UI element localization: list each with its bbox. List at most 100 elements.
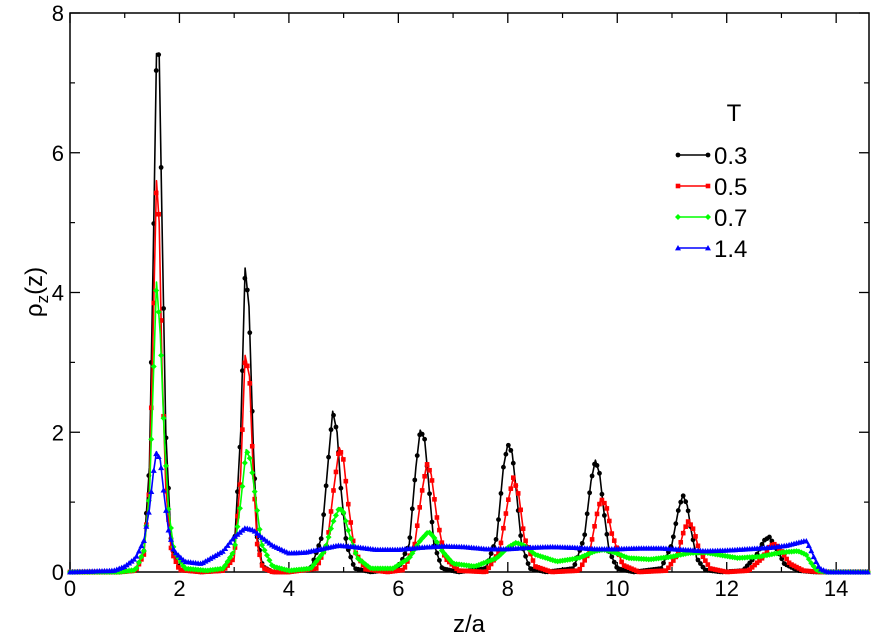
data-point (412, 541, 418, 547)
data-point (224, 542, 231, 548)
data-point (168, 545, 174, 551)
data-point (813, 558, 820, 565)
data-point (717, 568, 723, 573)
data-point (459, 568, 464, 574)
data-point (155, 308, 162, 315)
data-point (805, 556, 812, 563)
data-point (259, 563, 265, 568)
data-point (752, 562, 757, 568)
data-point (158, 165, 164, 170)
data-point (140, 548, 147, 555)
data-point (668, 561, 674, 567)
data-point (594, 511, 600, 517)
data-point (173, 559, 179, 565)
data-point (212, 552, 219, 558)
data-point (550, 569, 555, 575)
data-point (279, 569, 285, 575)
data-point (619, 559, 624, 565)
data-point (434, 550, 440, 556)
data-point (646, 569, 652, 574)
data-point (199, 559, 206, 566)
data-point (170, 545, 177, 552)
data-point (145, 509, 152, 515)
x-tick-label: 6 (392, 576, 404, 601)
data-point (429, 478, 435, 483)
data-point (722, 569, 728, 574)
data-point (318, 536, 324, 542)
data-point (172, 549, 179, 556)
legend-entry: 0.7 (675, 205, 747, 232)
data-point (806, 568, 812, 574)
data-point (673, 521, 679, 527)
y-axis-title-sub: z (33, 295, 52, 304)
data-point (520, 526, 526, 531)
data-point (222, 545, 229, 551)
data-point (158, 318, 164, 323)
data-point (572, 562, 578, 567)
data-point (204, 556, 211, 563)
data-point (474, 569, 479, 574)
data-point (508, 447, 514, 453)
data-point (131, 556, 138, 562)
data-point (395, 568, 400, 574)
data-point (587, 490, 593, 496)
data-point (256, 526, 263, 533)
data-point (641, 569, 647, 575)
data-point (382, 569, 388, 575)
data-point (121, 563, 128, 570)
data-point (786, 560, 792, 566)
data-point (323, 483, 329, 489)
data-point (422, 436, 428, 442)
data-point (245, 363, 250, 369)
data-point (227, 560, 233, 566)
data-point (350, 538, 356, 544)
data-point (175, 552, 182, 558)
data-point (163, 462, 170, 469)
data-point (227, 539, 234, 545)
data-point (815, 563, 822, 569)
data-point (597, 470, 602, 476)
data-point (740, 568, 745, 574)
data-point (340, 509, 347, 516)
y-axis-title-main: ρ (21, 303, 48, 317)
data-point (153, 287, 160, 294)
legend: T 0.3 0.5 0.7 1.4 (675, 100, 747, 263)
data-point (385, 569, 390, 575)
series-1.4 (67, 450, 871, 575)
data-point (163, 488, 169, 494)
legend-entry: 1.4 (675, 236, 747, 263)
data-point (535, 565, 541, 570)
data-point (864, 569, 871, 575)
data-point (135, 559, 142, 566)
data-point (705, 562, 711, 567)
data-point (609, 531, 615, 536)
data-point (433, 539, 440, 546)
data-point (177, 554, 184, 560)
data-point (707, 566, 713, 571)
x-tick-label: 12 (714, 576, 738, 601)
legend-label: 0.7 (714, 205, 747, 232)
data-point (464, 568, 469, 574)
data-point (406, 554, 413, 561)
data-point (575, 568, 580, 573)
legend-marker-start (675, 245, 681, 251)
data-point (680, 530, 686, 536)
data-point (332, 512, 339, 519)
legend-entry: 0.3 (675, 143, 747, 170)
data-point (547, 569, 553, 574)
data-point (757, 558, 762, 563)
data-point (246, 455, 253, 462)
data-point (267, 568, 272, 574)
data-point (431, 534, 438, 541)
data-point (744, 568, 750, 573)
y-tick-label: 8 (52, 1, 64, 26)
data-point (262, 566, 267, 571)
data-point (557, 569, 563, 574)
data-point (685, 508, 691, 514)
series-line (70, 179, 869, 573)
data-point (737, 568, 743, 574)
data-point (577, 566, 583, 572)
y-axis-title: ρz(z) (21, 267, 52, 317)
data-point (658, 568, 664, 574)
data-point (313, 566, 319, 571)
